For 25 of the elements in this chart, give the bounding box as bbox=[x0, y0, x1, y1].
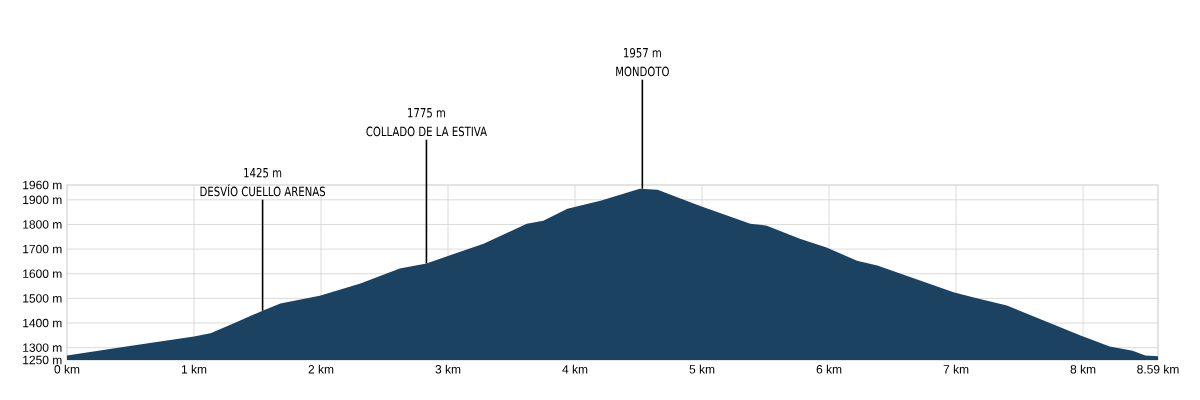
y-tick-label: 1900 m bbox=[23, 195, 62, 205]
y-tick-label: 1250 m bbox=[23, 355, 62, 365]
annotation: COLLADO DE LA ESTIVA bbox=[366, 126, 487, 137]
y-tick-label: 1600 m bbox=[23, 269, 62, 278]
x-tick-label: 7 km bbox=[943, 364, 969, 374]
text: 1775 m bbox=[408, 108, 445, 118]
y-tick-label: 1400 m bbox=[23, 318, 62, 328]
x-tick-label: 1 km bbox=[181, 364, 207, 374]
x-tick-label: 5 km bbox=[689, 364, 715, 374]
x-tick-label: 4 km bbox=[562, 364, 588, 374]
y-tick-label: 1300 m bbox=[23, 343, 62, 352]
y-tick-label: 1800 m bbox=[23, 220, 62, 229]
y-tick-label: 1700 m bbox=[23, 244, 62, 254]
x-tick-label: 8 km bbox=[1070, 364, 1096, 374]
text: 1425 m bbox=[244, 167, 282, 178]
x-tick-label: 6 km bbox=[816, 364, 842, 374]
y-tick-label: 1500 m bbox=[23, 294, 62, 303]
x-tick-label: 0 km bbox=[54, 364, 80, 374]
annotation: DESVÍO CUELLO ARENAS bbox=[200, 184, 326, 197]
x-tick-label: 8.59 km bbox=[1137, 364, 1179, 374]
x-tick-label: 2 km bbox=[308, 364, 334, 374]
text: 1957 m bbox=[624, 47, 661, 58]
y-tick-label: 1960 m bbox=[23, 180, 62, 190]
annotation: MONDOTO bbox=[616, 66, 669, 77]
x-tick-label: 3 km bbox=[435, 364, 461, 374]
